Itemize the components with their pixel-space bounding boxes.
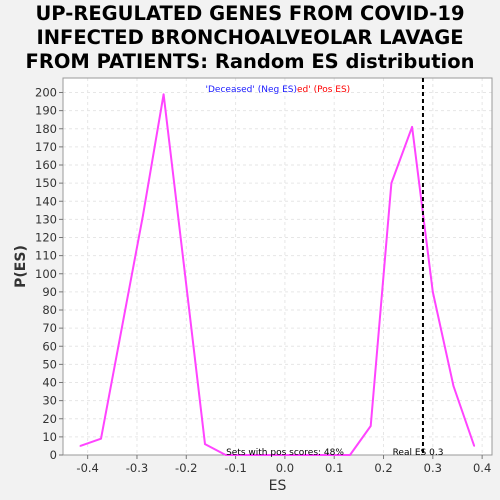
y-tick-label: 130 bbox=[35, 212, 57, 226]
x-tick-label: 0.4 bbox=[473, 461, 491, 475]
data-point bbox=[224, 454, 227, 456]
y-tick-label: 10 bbox=[42, 430, 57, 444]
grid bbox=[63, 78, 492, 456]
data-point bbox=[287, 454, 289, 456]
y-tick-label: 200 bbox=[35, 86, 57, 100]
legend-pos-label: ed' (Pos ES) bbox=[297, 85, 350, 95]
y-tick-label: 110 bbox=[35, 249, 57, 263]
x-tick-label: -0.2 bbox=[175, 461, 197, 475]
x-tick-label: 0.2 bbox=[374, 461, 392, 475]
y-tick-label: 140 bbox=[35, 194, 57, 208]
data-point bbox=[390, 182, 393, 184]
x-tick-label: -0.4 bbox=[76, 461, 98, 475]
data-point bbox=[369, 425, 372, 427]
data-point bbox=[473, 445, 476, 447]
chart-title-line-3: FROM PATIENTS: Random ES distribution bbox=[25, 50, 475, 73]
y-tick-label: 0 bbox=[50, 448, 57, 462]
y-tick-label: 100 bbox=[35, 267, 57, 281]
data-point bbox=[432, 291, 434, 293]
y-tick-label: 20 bbox=[42, 412, 57, 426]
x-tick-label: -0.1 bbox=[224, 461, 246, 475]
chart-title: UP-REGULATED GENES FROM COVID-19 INFECTE… bbox=[0, 2, 500, 74]
y-tick-label: 30 bbox=[42, 394, 57, 408]
data-point bbox=[328, 454, 331, 456]
y-tick-label: 80 bbox=[42, 303, 57, 317]
data-point bbox=[411, 126, 413, 128]
data-point bbox=[245, 454, 248, 456]
real-es-annotation: Real ES 0.3 bbox=[393, 448, 444, 458]
y-tick-label: 180 bbox=[35, 122, 57, 136]
y-tick-label: 70 bbox=[42, 321, 57, 335]
data-point bbox=[142, 214, 144, 217]
y-tick-label: 160 bbox=[35, 158, 57, 172]
x-tick-label: 0.3 bbox=[424, 461, 442, 475]
x-tick-label: 0.1 bbox=[325, 461, 343, 475]
pos-scores-annotation: Sets with pos scores: 48% bbox=[226, 448, 344, 458]
data-point bbox=[162, 93, 165, 96]
x-tick-label: -0.3 bbox=[126, 461, 148, 475]
y-tick-label: 170 bbox=[35, 140, 57, 154]
y-tick-label: 190 bbox=[35, 104, 57, 118]
data-point bbox=[349, 454, 351, 456]
data-point bbox=[204, 443, 206, 445]
chart-title-line-2: INFECTED BRONCHOALVEOLAR LAVAGE bbox=[36, 26, 464, 49]
plot-area bbox=[63, 78, 492, 455]
data-point bbox=[100, 437, 102, 440]
y-tick-label: 50 bbox=[42, 357, 57, 371]
legend-neg-label: 'Deceased' (Neg ES) bbox=[206, 85, 297, 95]
data-point bbox=[452, 385, 455, 387]
ticks: 0 10 20 30 40 50 60 70 80 90 100 110 120 130 140 150 160… bbox=[35, 86, 491, 476]
y-tick-label: 60 bbox=[42, 339, 57, 353]
series-layer bbox=[79, 93, 476, 456]
chart-title-line-1: UP-REGULATED GENES FROM COVID-19 bbox=[35, 2, 465, 25]
x-tick-label: 0.0 bbox=[276, 461, 294, 475]
y-tick-label: 120 bbox=[35, 231, 57, 245]
x-axis-label: ES bbox=[269, 478, 287, 494]
y-tick-label: 150 bbox=[35, 176, 57, 190]
y-axis-label: P(ES) bbox=[13, 245, 29, 288]
data-point bbox=[79, 445, 82, 447]
data-point bbox=[266, 454, 268, 456]
y-tick-label: 90 bbox=[42, 285, 57, 299]
data-point bbox=[307, 454, 310, 456]
data-point bbox=[183, 267, 186, 270]
y-tick-label: 40 bbox=[42, 376, 57, 390]
